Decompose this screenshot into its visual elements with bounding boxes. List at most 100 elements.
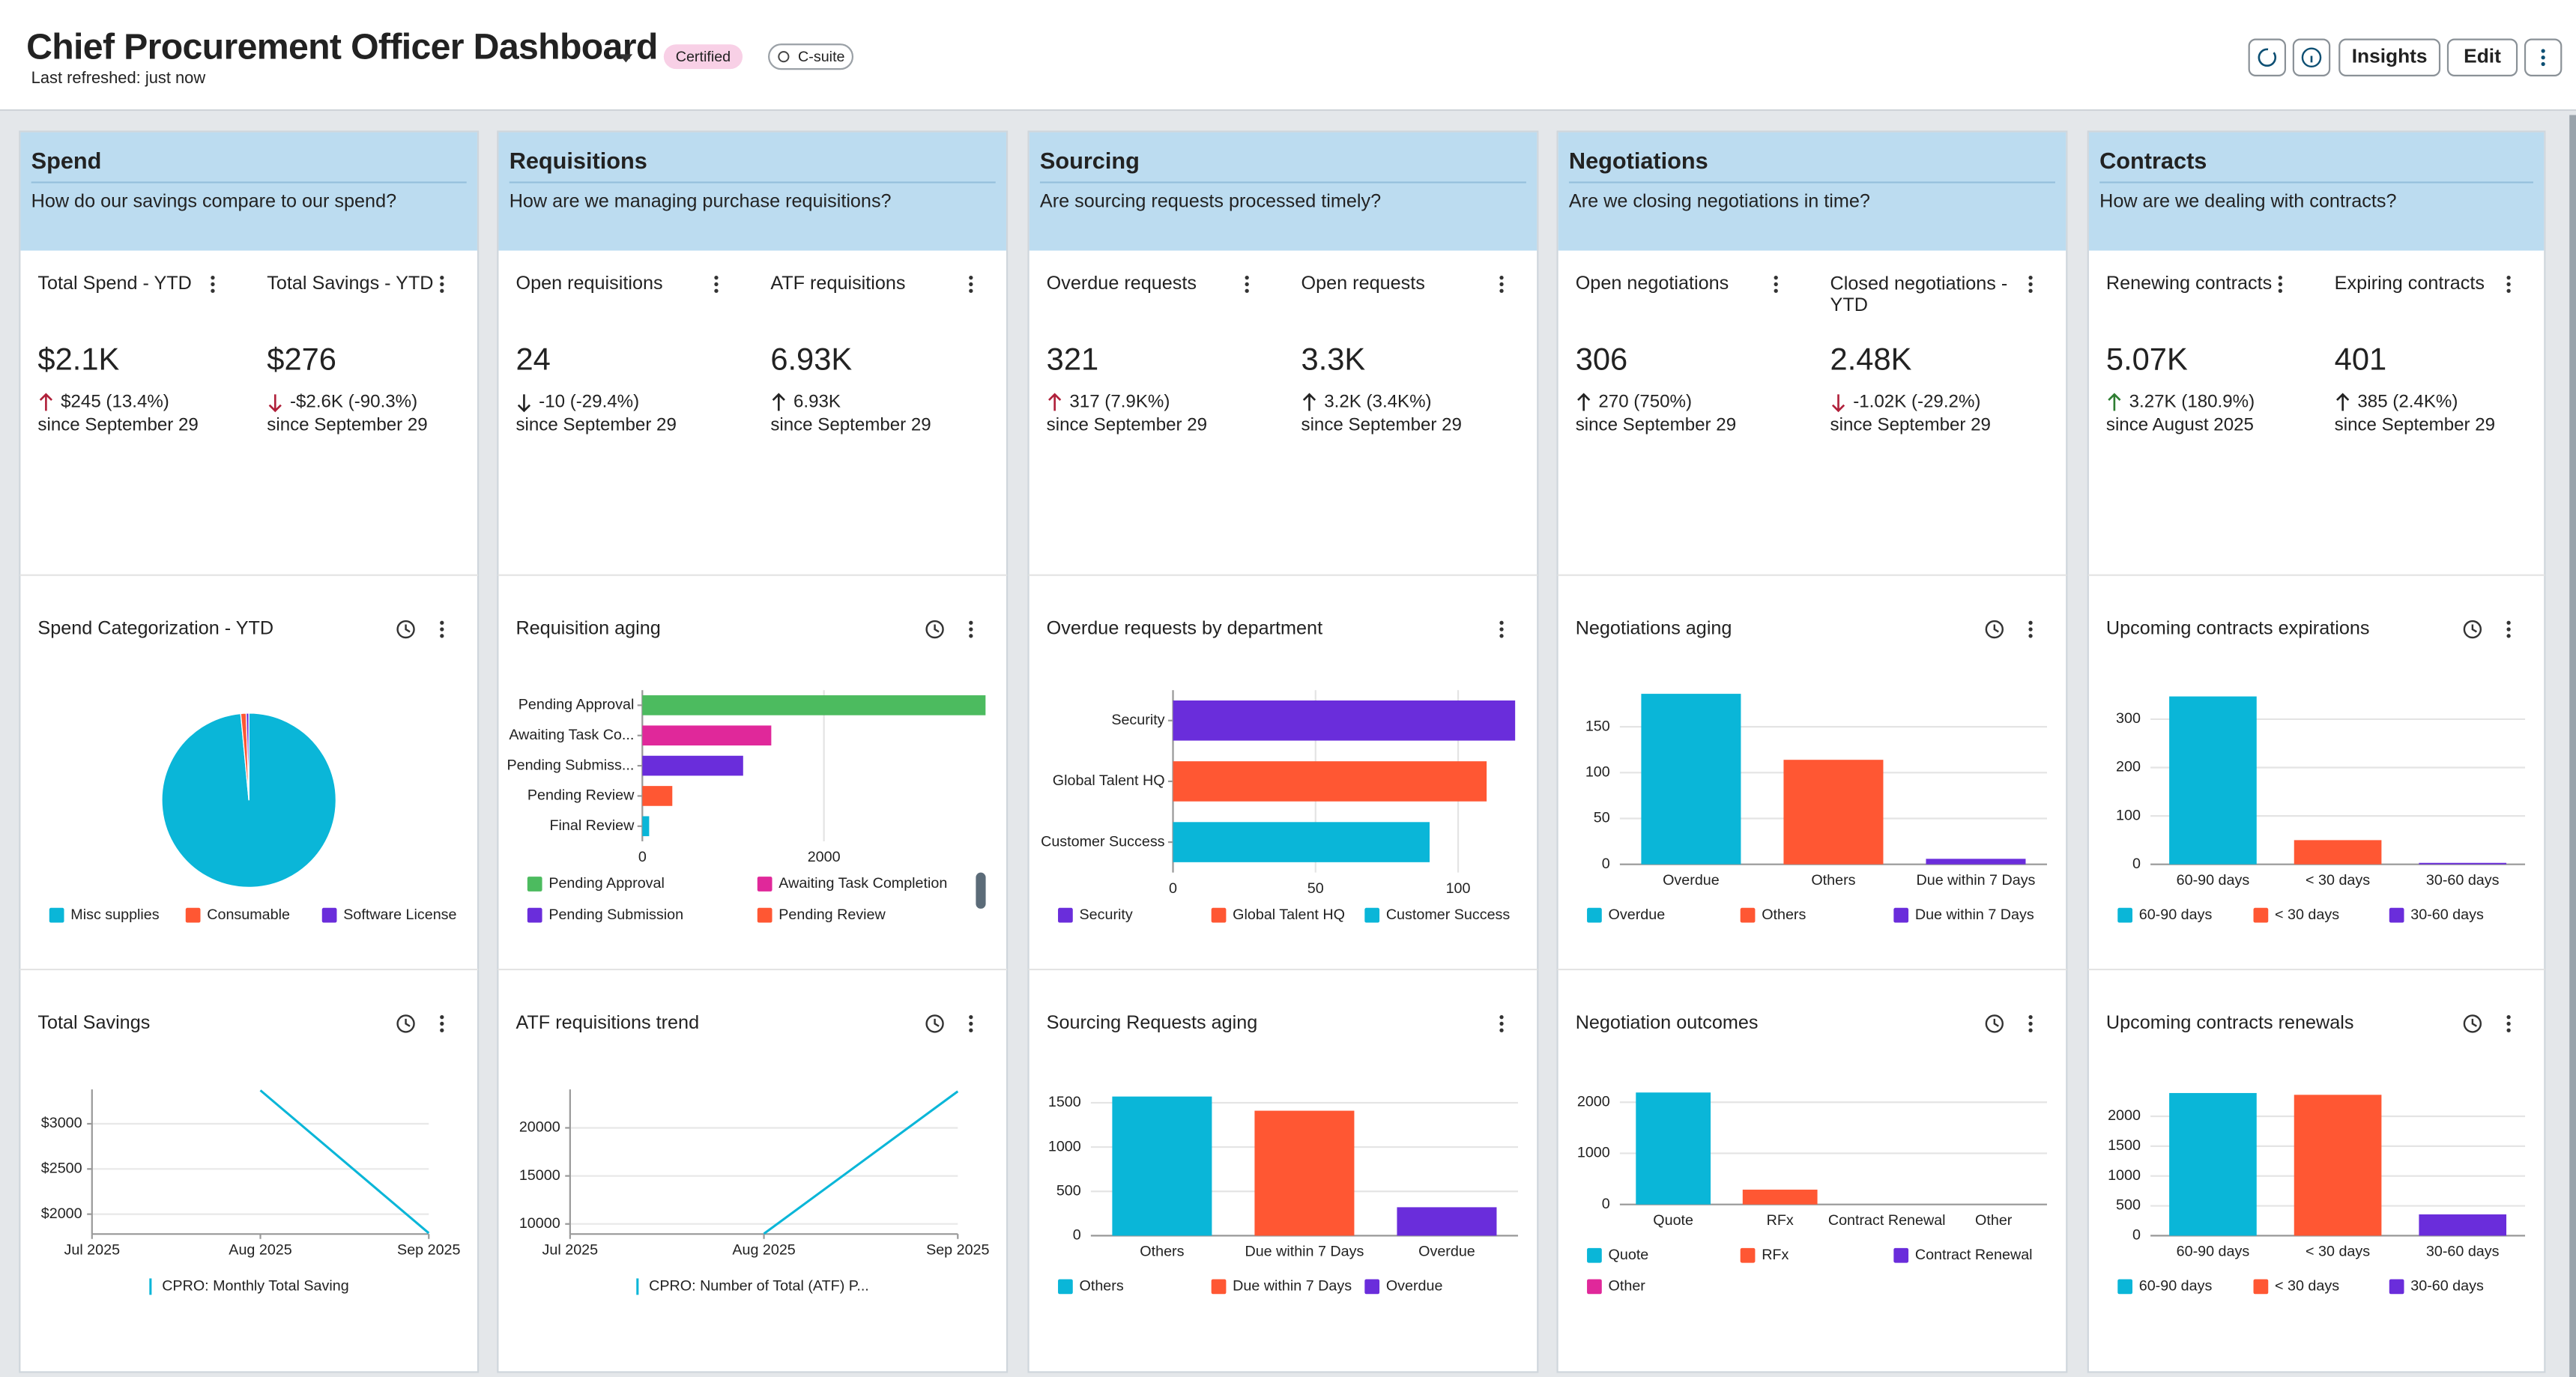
more-icon[interactable] [2506,1021,2511,1026]
history-icon[interactable] [405,624,411,633]
more-icon[interactable] [2278,288,2282,293]
legend-label[interactable]: RFx [1762,1247,1789,1263]
history-icon[interactable] [925,620,944,639]
legend-label[interactable]: Pending Submission [548,907,683,923]
more-icon[interactable] [969,1015,973,1020]
more-icon[interactable] [2278,282,2282,287]
more-icon[interactable] [1499,1028,1504,1032]
more-icon[interactable] [714,288,719,293]
history-icon[interactable] [925,1014,944,1033]
legend-label[interactable]: 60-90 days [2139,907,2213,923]
edit-button[interactable] [2446,38,2518,76]
history-icon[interactable] [934,624,940,633]
legend-label[interactable]: Pending Approval [548,875,665,892]
more-icon[interactable] [1499,620,1504,625]
legend-label[interactable]: 60-90 days [2139,1278,2213,1295]
history-icon[interactable] [1985,1014,2004,1033]
history-icon[interactable] [2463,620,2482,639]
more-icon[interactable] [969,288,973,293]
legend-label[interactable]: Customer Success [1386,907,1511,923]
more-icon[interactable] [1245,276,1249,280]
legend-label[interactable]: CPRO: Monthly Total Saving [162,1278,348,1295]
legend-label[interactable]: Awaiting Task Completion [778,875,947,892]
more-icon[interactable] [2028,288,2033,293]
more-icon[interactable] [440,276,444,280]
more-icon[interactable] [2028,1028,2033,1032]
more-icon[interactable] [2278,276,2282,280]
more-icon[interactable] [2028,634,2033,638]
more-icon[interactable] [969,634,973,638]
history-icon[interactable] [396,620,415,639]
legend-label[interactable]: Software License [343,907,456,923]
more-icon[interactable] [1499,288,1504,293]
more-icon[interactable] [1499,627,1504,632]
legend-label[interactable]: Consumable [207,907,290,923]
more-icon[interactable] [2028,1021,2033,1026]
more-icon[interactable] [969,1021,973,1026]
legend-label[interactable]: Other [1609,1278,1646,1295]
history-icon[interactable] [1993,1018,1999,1027]
more-icon[interactable] [2506,282,2511,287]
more-icon[interactable] [969,1028,973,1032]
more-icon[interactable] [1774,288,1778,293]
more-icon[interactable] [2028,282,2033,287]
legend-label[interactable]: Quote [1609,1247,1649,1263]
legend-label[interactable]: 30-60 days [2410,1278,2484,1295]
more-icon[interactable] [714,276,719,280]
more-icon[interactable] [440,288,444,293]
more-icon[interactable] [440,1021,444,1026]
more-icon[interactable] [1499,1015,1504,1020]
more-icon[interactable] [2506,276,2511,280]
legend-label[interactable]: < 30 days [2275,1278,2339,1295]
more-icon[interactable] [714,282,719,287]
legend-label[interactable]: Overdue [1609,907,1666,923]
insights-button[interactable] [2338,38,2441,76]
legend-label[interactable]: Global Talent HQ [1233,907,1345,923]
history-icon[interactable] [934,1018,940,1027]
legend-label[interactable]: Due within 7 Days [1915,907,2034,923]
more-icon[interactable] [1499,1021,1504,1026]
more-icon[interactable] [440,1028,444,1032]
more-icon[interactable] [1499,634,1504,638]
more-icon[interactable] [1774,282,1778,287]
history-icon[interactable] [2471,1018,2477,1027]
legend-label[interactable]: Security [1080,907,1133,923]
more-icon[interactable] [2506,1028,2511,1032]
legend-label[interactable]: 30-60 days [2410,907,2484,923]
legend-label[interactable]: Others [1762,907,1806,923]
legend-label[interactable]: Misc supplies [70,907,159,923]
more-icon[interactable] [2028,1015,2033,1020]
more-icon[interactable] [440,620,444,625]
history-icon[interactable] [405,1018,411,1027]
more-icon[interactable] [1245,288,1249,293]
more-icon[interactable] [2506,288,2511,293]
legend-label[interactable]: Contract Renewal [1915,1247,2033,1263]
more-icon[interactable] [440,627,444,632]
more-icon[interactable] [2028,620,2033,625]
refresh-button[interactable] [2248,38,2287,76]
more-icon[interactable] [969,276,973,280]
more-icon[interactable] [1499,282,1504,287]
more-icon[interactable] [2506,627,2511,632]
legend-scrollbar[interactable] [976,872,986,909]
history-icon[interactable] [1993,624,1999,633]
history-icon[interactable] [2471,624,2477,633]
more-icon[interactable] [1774,276,1778,280]
page-scrollbar[interactable] [2569,115,2576,1377]
more-icon[interactable] [969,282,973,287]
more-icon[interactable] [440,634,444,638]
more-icon[interactable] [2506,634,2511,638]
more-icon[interactable] [969,620,973,625]
legend-label[interactable]: Due within 7 Days [1233,1278,1352,1295]
more-icon[interactable] [2028,627,2033,632]
more-icon[interactable] [440,1015,444,1020]
history-icon[interactable] [2463,1014,2482,1033]
more-icon[interactable] [2028,276,2033,280]
button-label[interactable]: Edit [2464,45,2501,67]
more-icon[interactable] [969,627,973,632]
legend-label[interactable]: Others [1080,1278,1124,1295]
history-icon[interactable] [396,1014,415,1033]
legend-label[interactable]: Pending Review [778,907,886,923]
more-icon[interactable] [1245,282,1249,287]
more-icon[interactable] [211,282,215,287]
